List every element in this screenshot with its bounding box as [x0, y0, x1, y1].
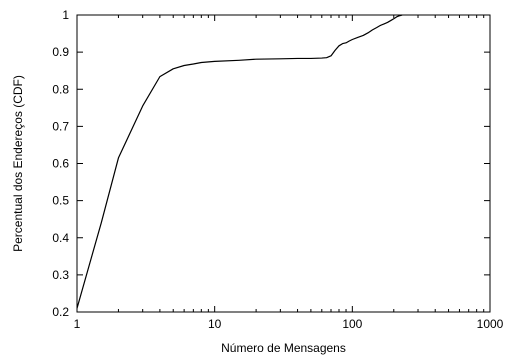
- y-tick-label: 0.9: [52, 45, 69, 59]
- y-tick-label: 1: [62, 8, 69, 22]
- x-tick-label: 1: [74, 317, 81, 331]
- y-tick-label: 0.3: [52, 268, 69, 282]
- y-tick-label: 0.2: [52, 305, 69, 319]
- x-tick-label: 10: [208, 317, 222, 331]
- x-tick-label: 1000: [477, 317, 504, 331]
- x-axis-label: Número de Mensagens: [221, 341, 346, 355]
- plot-area: [76, 14, 491, 313]
- y-tick-label: 0.4: [52, 231, 69, 245]
- cdf-series-line: [76, 14, 403, 309]
- y-tick-label: 0.5: [52, 194, 69, 208]
- x-axis: 1 10 100 1000: [74, 15, 504, 331]
- series-layer: [76, 14, 403, 309]
- x-tick-label: 100: [342, 317, 362, 331]
- y-axis-label: Percentual dos Endereços (CDF): [11, 75, 25, 252]
- y-axis: 0.2 0.3 0.4 0.5 0.6 0.7 0.8 0.9 1: [52, 8, 490, 319]
- plot-frame: [76, 14, 491, 313]
- y-tick-label: 0.6: [52, 157, 69, 171]
- y-tick-label: 0.7: [52, 119, 69, 133]
- y-tick-label: 0.8: [52, 82, 69, 96]
